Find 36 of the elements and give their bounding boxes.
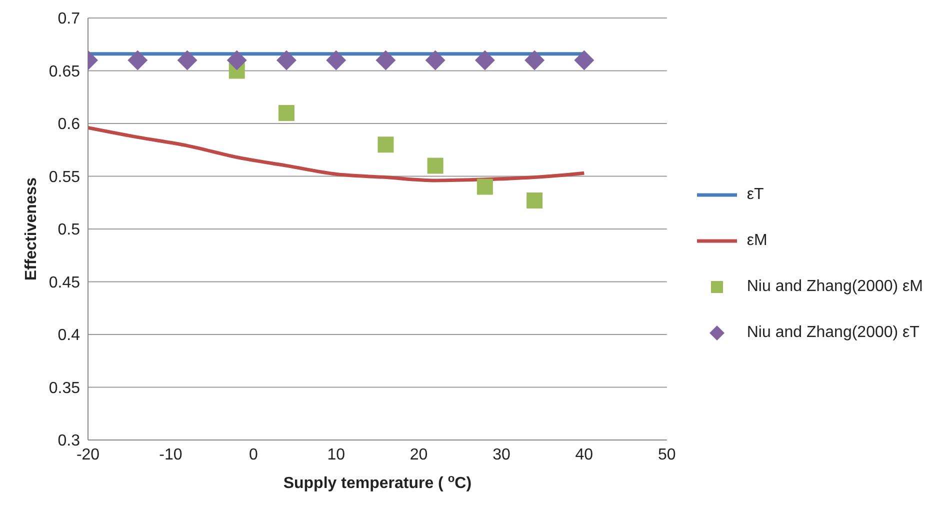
y-tick-label: 0.7 [58, 10, 80, 28]
legend-label: Niu and Zhang(2000) εM [746, 278, 923, 296]
y-tick-label: 0.4 [58, 327, 80, 344]
x-tick-label: 50 [658, 446, 676, 464]
y-tick-label: 0.45 [48, 274, 80, 292]
point [476, 178, 493, 195]
point [526, 192, 543, 209]
point [427, 158, 444, 174]
legend-label: εT [746, 186, 764, 204]
y-tick-label: 0.5 [58, 222, 80, 239]
point [574, 50, 594, 70]
point [276, 50, 296, 70]
x-tick-label: 40 [575, 446, 594, 464]
point [177, 50, 198, 70]
point [474, 50, 495, 70]
point [226, 50, 247, 70]
x-tick-label: 30 [492, 446, 510, 464]
point [378, 136, 394, 153]
legend-label: Niu and Zhang(2000) εT [746, 324, 920, 342]
point [326, 50, 346, 70]
y-tick-label: 0.65 [48, 63, 80, 80]
point [278, 104, 294, 121]
x-tick-label: 10 [327, 446, 346, 464]
x-tick-label: 0 [248, 446, 258, 464]
point [425, 50, 446, 70]
x-tick-label: -10 [159, 446, 182, 464]
legend-label: εM [746, 232, 768, 250]
y-tick-label: 0.55 [48, 168, 80, 186]
point [128, 50, 148, 70]
x-axis-title: Supply temperature ( $^{o}$C) [283, 473, 472, 492]
point [524, 50, 545, 70]
point [376, 50, 396, 70]
y-tick-label: 0.35 [48, 380, 80, 397]
y-axis-title: Effectiveness [23, 177, 40, 281]
y-tick-label: 0.6 [58, 116, 80, 134]
x-tick-label: 20 [410, 446, 428, 464]
